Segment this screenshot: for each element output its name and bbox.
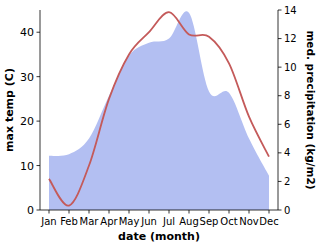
y2-tick-label: 10 bbox=[284, 62, 297, 73]
y-axis bbox=[40, 10, 41, 210]
x-tick-label: Sep bbox=[200, 216, 219, 227]
x-tick bbox=[189, 210, 190, 214]
y2-tick bbox=[278, 10, 282, 11]
x-tick-label: Aug bbox=[179, 216, 199, 227]
y2-tick bbox=[278, 152, 282, 153]
y-tick-label: 30 bbox=[20, 71, 34, 84]
x-tick bbox=[49, 210, 50, 214]
x-tick-label: Feb bbox=[60, 216, 78, 227]
x-tick bbox=[89, 210, 90, 214]
x-tick-label: Dec bbox=[259, 216, 278, 227]
y-tick-label: 0 bbox=[27, 204, 34, 217]
x-tick bbox=[169, 210, 170, 214]
x-tick bbox=[129, 210, 130, 214]
y2-tick bbox=[278, 210, 282, 211]
y2-tick bbox=[278, 124, 282, 125]
x-tick-label: Jun bbox=[140, 216, 157, 227]
precipitation-area bbox=[49, 11, 269, 210]
x-tick-label: Oct bbox=[220, 216, 237, 227]
y-tick bbox=[37, 76, 41, 77]
x-axis-label: date (month) bbox=[118, 230, 200, 243]
chart: 0 10 20 30 40 0 2 4 6 8 10 12 14 Jan FebMarAprMayJun Ju… bbox=[0, 0, 318, 247]
y2-tick-label: 14 bbox=[284, 5, 297, 16]
plot-area bbox=[49, 11, 269, 210]
y-tick bbox=[37, 165, 41, 166]
y-tick bbox=[37, 121, 41, 122]
x-tick-label: Mar bbox=[80, 216, 100, 227]
x-tick-label: Jul bbox=[162, 216, 175, 227]
y2-tick bbox=[278, 38, 282, 39]
x-tick bbox=[269, 210, 270, 214]
x-axis bbox=[40, 210, 278, 211]
y-axis-label: max temp (C) bbox=[3, 68, 16, 152]
y2-tick bbox=[278, 181, 282, 182]
y2-tick-label: 4 bbox=[284, 147, 290, 158]
y2-tick bbox=[278, 95, 282, 96]
x-tick-label: Nov bbox=[239, 216, 259, 227]
x-tick-label: Apr bbox=[100, 216, 118, 227]
y2-tick-label: 6 bbox=[284, 119, 290, 130]
x-tick bbox=[109, 210, 110, 214]
x-tick-label: May bbox=[119, 216, 140, 227]
y2-tick-label: 0 bbox=[284, 205, 290, 216]
y-tick-label: 20 bbox=[20, 115, 34, 128]
x-tick bbox=[229, 210, 230, 214]
y-tick bbox=[37, 210, 41, 211]
y2-tick-label: 12 bbox=[284, 33, 297, 44]
y2-tick-label: 2 bbox=[284, 176, 290, 187]
y2-axis bbox=[278, 10, 279, 210]
y2-tick bbox=[278, 67, 282, 68]
y-tick-label: 40 bbox=[20, 26, 34, 39]
y2-tick-label: 8 bbox=[284, 90, 290, 101]
y2-axis-label: med. precipitation (kg/m2) bbox=[305, 30, 317, 189]
temperature-line bbox=[49, 12, 269, 205]
x-tick bbox=[149, 210, 150, 214]
y-tick bbox=[37, 32, 41, 33]
x-tick bbox=[209, 210, 210, 214]
x-tick bbox=[69, 210, 70, 214]
x-tick-label: Jan bbox=[40, 216, 56, 227]
y-tick-label: 10 bbox=[20, 160, 34, 173]
x-tick bbox=[249, 210, 250, 214]
